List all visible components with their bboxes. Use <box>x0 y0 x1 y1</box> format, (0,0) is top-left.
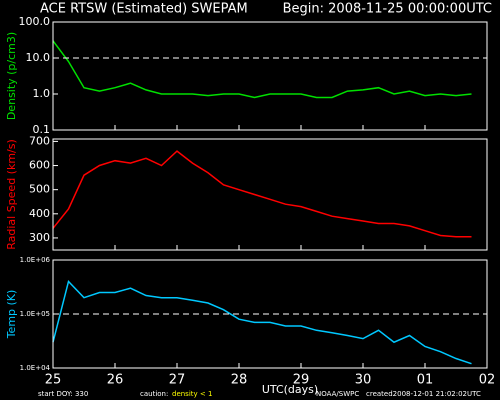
data-line <box>52 280 472 365</box>
y-tick-label: 400 <box>29 207 50 220</box>
x-tick-label: 02 <box>479 373 496 388</box>
y-tick-label: 100.0 <box>19 15 51 28</box>
y-tick-label: 1.0 <box>33 87 51 100</box>
x-tick-label: 25 <box>45 373 62 388</box>
start-doy: start DOY: 330 <box>38 390 88 398</box>
y-tick-label: 600 <box>29 159 50 172</box>
data-line <box>52 40 472 99</box>
y-tick-label: 1.0E+04 <box>20 364 51 372</box>
y-tick-label: 300 <box>29 231 50 244</box>
begin-time: Begin: 2008-11-25 00:00:00UTC <box>283 2 492 17</box>
x-tick-label: 28 <box>231 373 248 388</box>
panel-frame <box>52 21 488 131</box>
x-tick-label: 30 <box>355 373 372 388</box>
caution-text: density < 1 <box>172 390 212 398</box>
created: created2008-12-01 21:02:02UTC <box>366 390 481 398</box>
x-tick-label: 26 <box>107 373 124 388</box>
y-tick-label: 1.0E+05 <box>20 310 50 318</box>
y-tick-label: 1.0E+06 <box>20 256 51 264</box>
y-tick-label: 0.1 <box>33 123 51 136</box>
y-axis-label: Temp (K) <box>5 290 18 340</box>
source: NOAA/SWPC <box>316 390 359 398</box>
y-axis-label: Density (p/cm3) <box>5 32 18 120</box>
x-tick-label: 27 <box>169 373 186 388</box>
x-axis-label: UTC(days) <box>262 383 318 396</box>
x-tick-label: 01 <box>417 373 434 388</box>
y-tick-label: 500 <box>29 183 50 196</box>
data-line <box>52 150 472 238</box>
y-tick-label: 700 <box>29 134 50 147</box>
x-tick-label: 29 <box>293 373 310 388</box>
caution: caution: <box>140 390 168 398</box>
panel-frame <box>52 138 488 251</box>
title: ACE RTSW (Estimated) SWEPAM <box>40 2 248 17</box>
y-tick-label: 10.0 <box>26 51 51 64</box>
y-axis-label: Radial Speed (km/s) <box>5 139 18 250</box>
